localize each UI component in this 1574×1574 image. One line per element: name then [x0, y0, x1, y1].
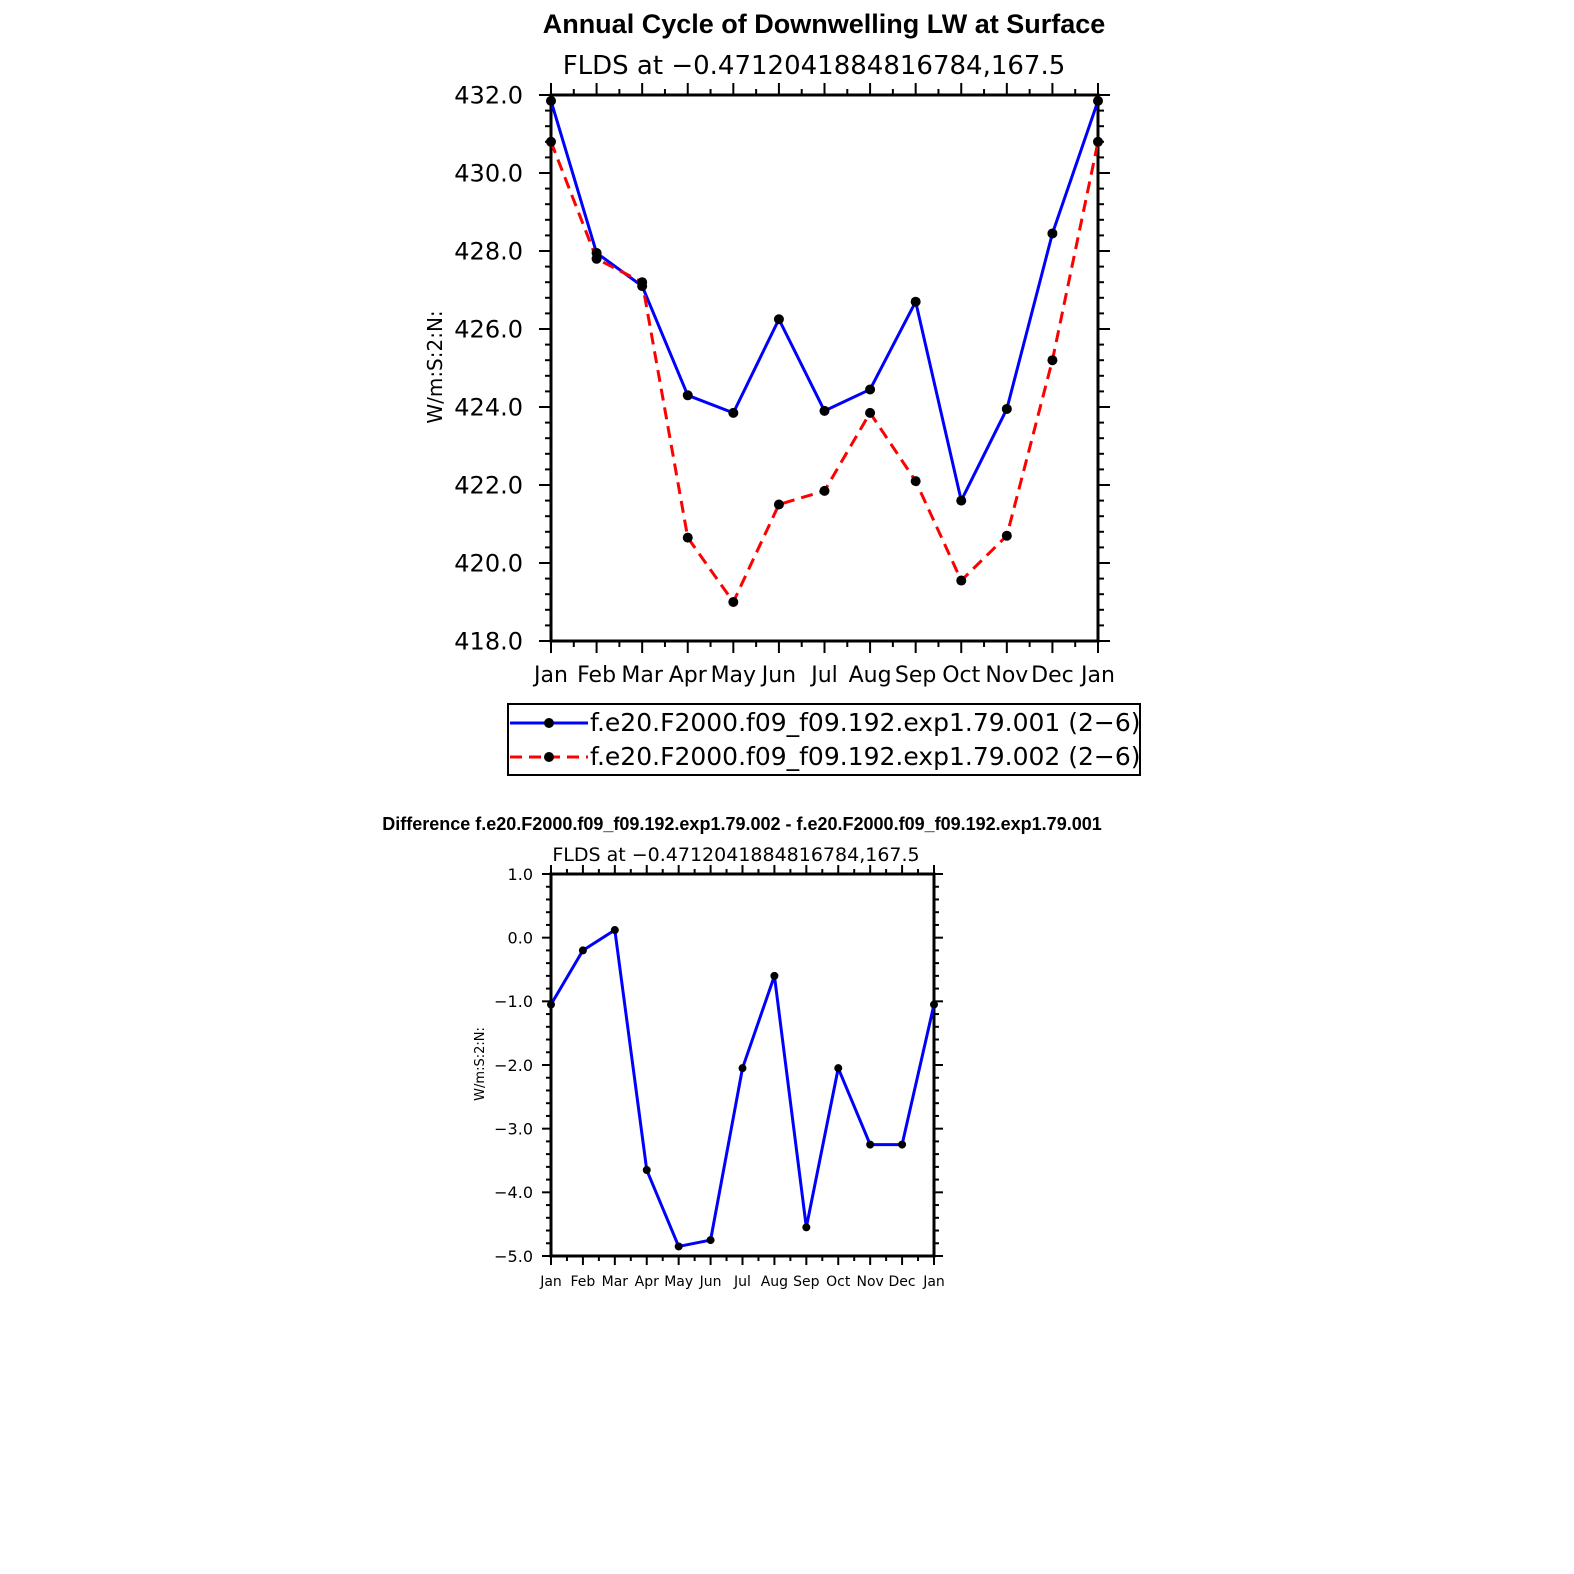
series-2-point	[910, 476, 921, 487]
x-tick-label: Nov	[857, 1274, 884, 1290]
x-tick-label: May	[711, 663, 756, 688]
series-1-point	[610, 926, 619, 935]
series-1-point	[706, 1236, 715, 1245]
series-line-1	[549, 100, 1100, 503]
legend-label-series-2: f.e20.F2000.f09_f09.192.exp1.79.002 (2−6…	[590, 742, 1141, 771]
series-1-point	[674, 1242, 683, 1251]
series-1-point	[642, 1166, 651, 1175]
x-tick-label: Sep	[793, 1274, 820, 1290]
x-tick-label: Aug	[849, 663, 892, 688]
legend-marker-series-2	[544, 752, 554, 762]
legend-box	[507, 703, 1141, 776]
x-tick-label: Oct	[942, 663, 980, 688]
x-tick-label: Oct	[826, 1274, 851, 1290]
series-line-1	[549, 928, 936, 1248]
series-1-point	[865, 384, 876, 395]
x-tick-label: Dec	[1031, 663, 1074, 688]
series-2-point	[865, 407, 876, 418]
legend-label-series-1: f.e20.F2000.f09_f09.192.exp1.79.001 (2−6…	[590, 708, 1141, 737]
series-2-point	[682, 532, 693, 543]
series-1-point	[728, 407, 739, 418]
x-tick-label: Apr	[669, 663, 708, 688]
chart1-axes: 418.0 420.0 422.0 424.0 426.0 428.0 430.0 432.0…	[454, 82, 1115, 688]
series-1-point	[738, 1064, 747, 1073]
series-1-point	[834, 1064, 843, 1073]
chart1-title: Annual Cycle of Downwelling LW at Surfac…	[543, 9, 1106, 39]
x-tick-label: Jun	[699, 1274, 722, 1290]
series-1-point	[682, 390, 693, 401]
x-tick-label: Jul	[809, 663, 838, 688]
x-tick-label: Jan	[532, 663, 568, 688]
chart2-axes: −5.0 −4.0 −3.0 −2.0 −1.0 0.0 1.0 Jan Feb Mar Apr Ma…	[494, 865, 945, 1290]
series-2-point	[1093, 136, 1103, 147]
series-1-point	[819, 405, 830, 416]
series-2-point	[956, 575, 967, 586]
x-tick-label: Jan	[1079, 663, 1115, 688]
x-tick-label: Dec	[889, 1274, 916, 1290]
chart2-ylabel: W/m:S:2:N:	[473, 1027, 488, 1101]
y-tick-label: 430.0	[454, 160, 523, 188]
x-tick-label: Jul	[733, 1274, 751, 1290]
chart2-title: Difference f.e20.F2000.f09_f09.192.exp1.…	[382, 814, 1101, 834]
y-tick-label: 432.0	[454, 82, 523, 110]
x-tick-label: Jan	[922, 1274, 945, 1290]
x-tick-label: Jun	[760, 663, 796, 688]
y-tick-label: 428.0	[454, 238, 523, 266]
series-1-point	[802, 1223, 811, 1232]
series-1-point	[898, 1140, 907, 1149]
series-2-point	[1047, 355, 1058, 366]
series-1-point	[547, 1000, 555, 1009]
y-tick-label: 418.0	[454, 628, 523, 656]
series-1-point	[866, 1140, 875, 1149]
y-tick-label: 422.0	[454, 472, 523, 500]
series-1-point	[956, 495, 967, 506]
series-2-point	[637, 277, 648, 288]
x-tick-label: Mar	[602, 1274, 629, 1290]
series-2-point	[546, 136, 556, 147]
legend-marker-series-1	[544, 718, 554, 728]
y-tick-label: −5.0	[494, 1247, 533, 1266]
y-tick-label: 420.0	[454, 550, 523, 578]
chart2-series	[547, 926, 938, 1251]
x-tick-label: Feb	[571, 1274, 596, 1290]
x-tick-label: Apr	[635, 1274, 659, 1290]
y-tick-label: −4.0	[494, 1183, 533, 1202]
y-tick-label: −2.0	[494, 1056, 533, 1075]
x-tick-label: Aug	[761, 1274, 788, 1290]
series-2-point	[591, 253, 602, 264]
series-2-point	[1001, 530, 1012, 541]
series-1-point	[770, 971, 779, 980]
y-tick-label: 426.0	[454, 316, 523, 344]
series-1-point	[910, 296, 921, 307]
series-1-point	[546, 95, 556, 106]
x-tick-label: Nov	[985, 663, 1028, 688]
x-tick-label: Feb	[577, 663, 616, 688]
series-2-point	[773, 499, 784, 510]
series-1-point	[1093, 95, 1103, 106]
series-1-point	[1001, 403, 1012, 414]
x-tick-label: Sep	[895, 663, 936, 688]
y-tick-label: 1.0	[508, 865, 533, 884]
series-2-point	[819, 485, 830, 496]
chart2-subtitle: FLDS at −0.4712041884816784,167.5	[552, 844, 919, 866]
series-1-point	[930, 1000, 938, 1009]
series-1-point	[1047, 228, 1058, 239]
chart1-legend: f.e20.F2000.f09_f09.192.exp1.79.001 (2−6…	[507, 703, 1141, 776]
series-1-point	[773, 314, 784, 325]
y-tick-label: −1.0	[494, 992, 533, 1011]
y-tick-label: −3.0	[494, 1119, 533, 1138]
chart1-series	[546, 95, 1103, 607]
series-1-point	[578, 946, 587, 955]
x-tick-label: Mar	[621, 663, 663, 688]
series-2-point	[728, 597, 739, 607]
y-tick-label: 0.0	[508, 928, 533, 947]
chart1-subtitle: FLDS at −0.4712041884816784,167.5	[563, 51, 1066, 81]
chart1-ylabel: W/m:S:2:N:	[423, 310, 447, 423]
x-tick-label: Jan	[539, 1274, 562, 1290]
x-tick-label: May	[664, 1274, 693, 1290]
y-tick-label: 424.0	[454, 394, 523, 422]
